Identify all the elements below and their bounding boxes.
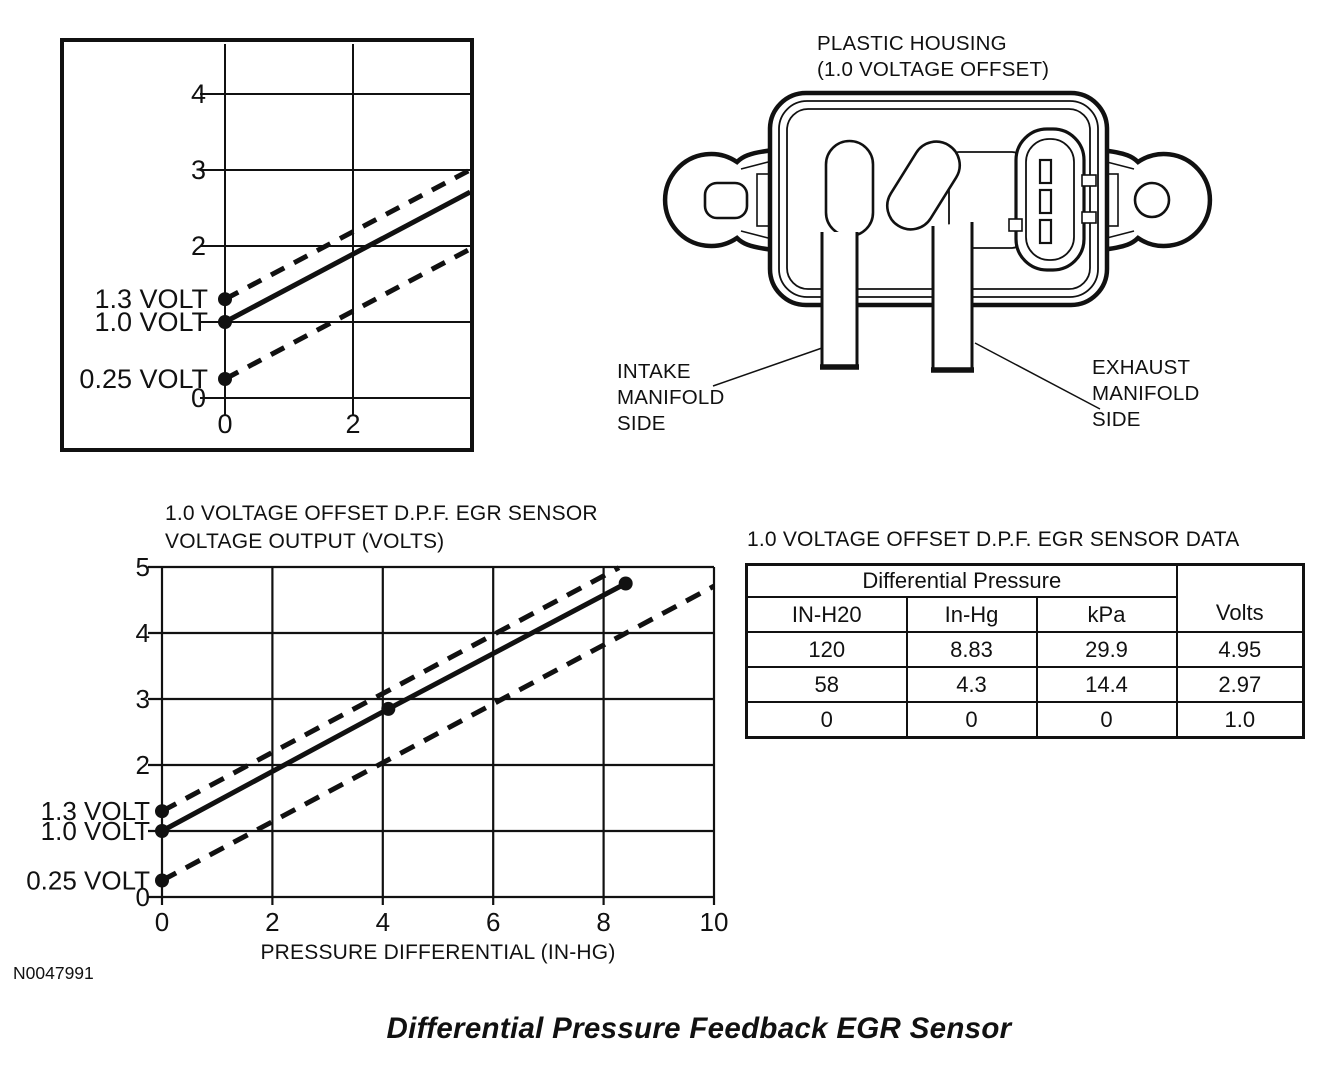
y-tick-label: 2 (191, 231, 206, 261)
table-cell: 8.83 (905, 631, 1038, 668)
egr-sensor-diagram (662, 90, 1213, 410)
connector-tab (1081, 174, 1097, 187)
connector-tab (1081, 211, 1097, 224)
connector-inner (1025, 138, 1075, 261)
x-tick-label: 0 (217, 409, 232, 439)
intake-label-line2: MANIFOLD (617, 386, 725, 409)
y-tick-label: 4 (136, 618, 150, 648)
volt-marker-label: 0.25 VOLT (26, 866, 150, 896)
series-lower-tolerance (223, 246, 472, 382)
data-point-marker (218, 292, 232, 307)
x-tick-label: 0 (155, 907, 169, 937)
intake-label-line1: INTAKE (617, 360, 691, 383)
table-row: 0 0 0 1.0 (745, 701, 1305, 739)
connector-pin (1038, 158, 1053, 185)
volt-marker-label: 1.0 VOLT (94, 307, 208, 337)
x-tick-label: 4 (376, 907, 390, 937)
data-point-marker (381, 701, 396, 716)
x-tick-label: 10 (700, 907, 729, 937)
y-tick-label: 2 (136, 750, 150, 780)
voltage-chart-title-line1: 1.0 VOLTAGE OFFSET D.P.F. EGR SENSOR (165, 502, 598, 525)
table-cell: 0 (1035, 701, 1178, 739)
table-cell: 0 (905, 701, 1038, 739)
table-cell: 120 (745, 631, 908, 668)
connector-pin (1038, 188, 1053, 215)
y-tick-label: 5 (136, 552, 150, 582)
volt-marker-label: 1.3 VOLT (41, 796, 150, 826)
data-point-marker (218, 315, 232, 329)
y-tick-label: 4 (191, 79, 206, 109)
intake-tube (820, 232, 859, 370)
plastic-housing-label: PLASTIC HOUSING (1.0 VOLTAGE OFFSET) (817, 31, 1049, 83)
x-tick-label: 2 (345, 409, 360, 439)
table-cell: 14.4 (1035, 666, 1178, 703)
volt-marker-label: 1.3 VOLT (94, 284, 208, 314)
sensor-data-table: Differential Pressure Volts IN-H20 In-Hg… (745, 563, 1306, 739)
volt-marker-label: 0.25 VOLT (79, 364, 208, 394)
exhaust-manifold-label: EXHAUST MANIFOLD SIDE (1092, 355, 1200, 433)
series-lower-tolerance (160, 583, 716, 883)
voltage-chart-title: 1.0 VOLTAGE OFFSET D.P.F. EGR SENSOR VOL… (165, 500, 598, 555)
y-tick-label: 3 (136, 684, 150, 714)
volt-marker-label: 1.0 VOLT (41, 816, 150, 846)
table-group-header: Differential Pressure (745, 563, 1178, 598)
data-point-marker (218, 372, 232, 386)
table-cell: 4.95 (1175, 631, 1305, 668)
right-ear-hole (1133, 181, 1171, 219)
table-cell: 58 (745, 666, 908, 703)
voltage-chart-title-line2: VOLTAGE OUTPUT (VOLTS) (165, 529, 445, 553)
data-point-marker (155, 804, 169, 819)
data-point-marker (618, 576, 633, 591)
left-ear-hole (703, 181, 749, 220)
series-upper-tolerance (160, 565, 621, 814)
exhaust-label-line1: EXHAUST (1092, 356, 1191, 379)
figure-caption: Differential Pressure Feedback EGR Senso… (386, 1012, 1012, 1045)
intake-manifold-label: INTAKE MANIFOLD SIDE (617, 359, 725, 437)
y-tick-label: 0 (191, 383, 206, 413)
table-group-header-row: Differential Pressure Volts (745, 563, 1305, 633)
connector-notch (1008, 218, 1023, 232)
left-ear-edge (740, 230, 773, 240)
table-cell: 1.0 (1175, 701, 1305, 739)
table-column-volts: Volts (1175, 563, 1305, 633)
table-cell: 0 (745, 701, 908, 739)
pressure-differential-axis-label: PRESSURE DIFFERENTIAL (IN-HG) (260, 941, 616, 964)
series-nominal-output (223, 189, 472, 325)
table-row: 58 4.3 14.4 2.97 (745, 666, 1305, 703)
table-cell: 4.3 (905, 666, 1038, 703)
x-tick-label: 8 (596, 907, 610, 937)
intake-label-line3: SIDE (617, 412, 666, 435)
plastic-housing-label-line1: PLASTIC HOUSING (817, 32, 1007, 55)
series-upper-tolerance (223, 167, 472, 302)
y-tick-label: 3 (191, 155, 206, 185)
table-subheader-row: IN-H20 In-Hg kPa (745, 596, 1304, 633)
exhaust-label-line3: SIDE (1092, 408, 1141, 431)
table-column-in-h2o: IN-H20 (745, 596, 908, 633)
connector-pin (1038, 218, 1053, 245)
table-cell: 29.9 (1035, 631, 1178, 668)
table-column-in-hg: In-Hg (905, 596, 1038, 633)
x-tick-label: 6 (486, 907, 500, 937)
table-row: 120 8.83 29.9 4.95 (745, 631, 1305, 668)
exhaust-label-line2: MANIFOLD (1092, 382, 1200, 405)
figure-number: N0047991 (13, 963, 94, 983)
left-ear-edge (740, 160, 773, 170)
plot-border (60, 38, 474, 452)
exhaust-leader-line (974, 342, 1101, 410)
table-cell: 2.97 (1175, 666, 1305, 703)
y-tick-label: 0 (136, 882, 150, 912)
table-title: 1.0 VOLTAGE OFFSET D.P.F. EGR SENSOR DAT… (747, 528, 1240, 551)
exhaust-port (885, 140, 962, 231)
data-point-marker (155, 824, 169, 838)
exhaust-tube (931, 222, 974, 373)
intake-leader-line (712, 347, 823, 387)
intake-port (824, 139, 875, 238)
plastic-housing-label-line2: (1.0 VOLTAGE OFFSET) (817, 58, 1050, 81)
data-point-marker (155, 873, 169, 888)
table-column-kpa: kPa (1035, 596, 1178, 633)
x-tick-label: 2 (265, 907, 279, 937)
